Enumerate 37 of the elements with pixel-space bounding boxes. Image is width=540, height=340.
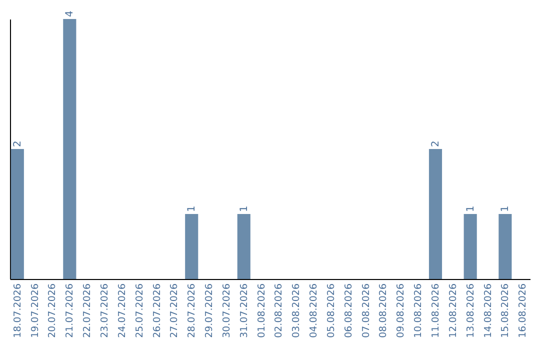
- data-label: 2: [12, 140, 24, 147]
- x-tick-label: 05.08.2026: [326, 284, 337, 338]
- data-label: 1: [500, 206, 512, 212]
- x-tick-label: 20.07.2026: [47, 284, 58, 338]
- data-label: 4: [64, 10, 76, 17]
- x-tick-label: 27.07.2026: [169, 284, 180, 338]
- x-tick-label: 14.08.2026: [482, 284, 494, 338]
- x-tick-label: 26.07.2026: [152, 284, 163, 338]
- x-tick-label: 29.07.2026: [204, 284, 216, 338]
- x-tick-label: 21.07.2026: [64, 284, 76, 338]
- x-tick-label: 02.08.2026: [274, 284, 285, 338]
- data-label: 1: [186, 206, 198, 212]
- x-tick-label: 11.08.2026: [430, 284, 442, 338]
- x-tick-label: 16.08.2026: [518, 284, 529, 338]
- x-tick-label: 22.07.2026: [82, 284, 94, 338]
- x-tick-label: 13.08.2026: [465, 284, 476, 338]
- x-tick-label: 12.08.2026: [448, 284, 459, 338]
- x-tick-label: 30.07.2026: [221, 284, 232, 338]
- x-tick-label: 31.07.2026: [238, 284, 250, 338]
- x-tick-label: 08.08.2026: [378, 284, 390, 338]
- data-label: 1: [465, 206, 476, 212]
- data-label: 1: [238, 206, 250, 212]
- x-tick-label: 09.08.2026: [396, 284, 407, 338]
- data-label: 2: [430, 140, 442, 147]
- x-tick-label: 15.08.2026: [500, 284, 512, 338]
- x-tick-label: 04.08.2026: [308, 284, 320, 338]
- x-tick-label: 06.08.2026: [343, 284, 354, 338]
- x-tick-label: 19.07.2026: [30, 284, 41, 338]
- x-tick-label: 18.07.2026: [12, 284, 24, 338]
- x-tick-label: 28.07.2026: [186, 284, 198, 338]
- x-tick-label: 07.08.2026: [360, 284, 372, 338]
- x-tick-label: 01.08.2026: [256, 284, 268, 338]
- x-tick-label: 25.07.2026: [134, 284, 146, 338]
- x-tick-label: 24.07.2026: [116, 284, 128, 338]
- x-tick-label: 03.08.2026: [291, 284, 302, 338]
- x-tick-label: 23.07.2026: [100, 284, 111, 338]
- x-tick-label: 10.08.2026: [413, 284, 424, 338]
